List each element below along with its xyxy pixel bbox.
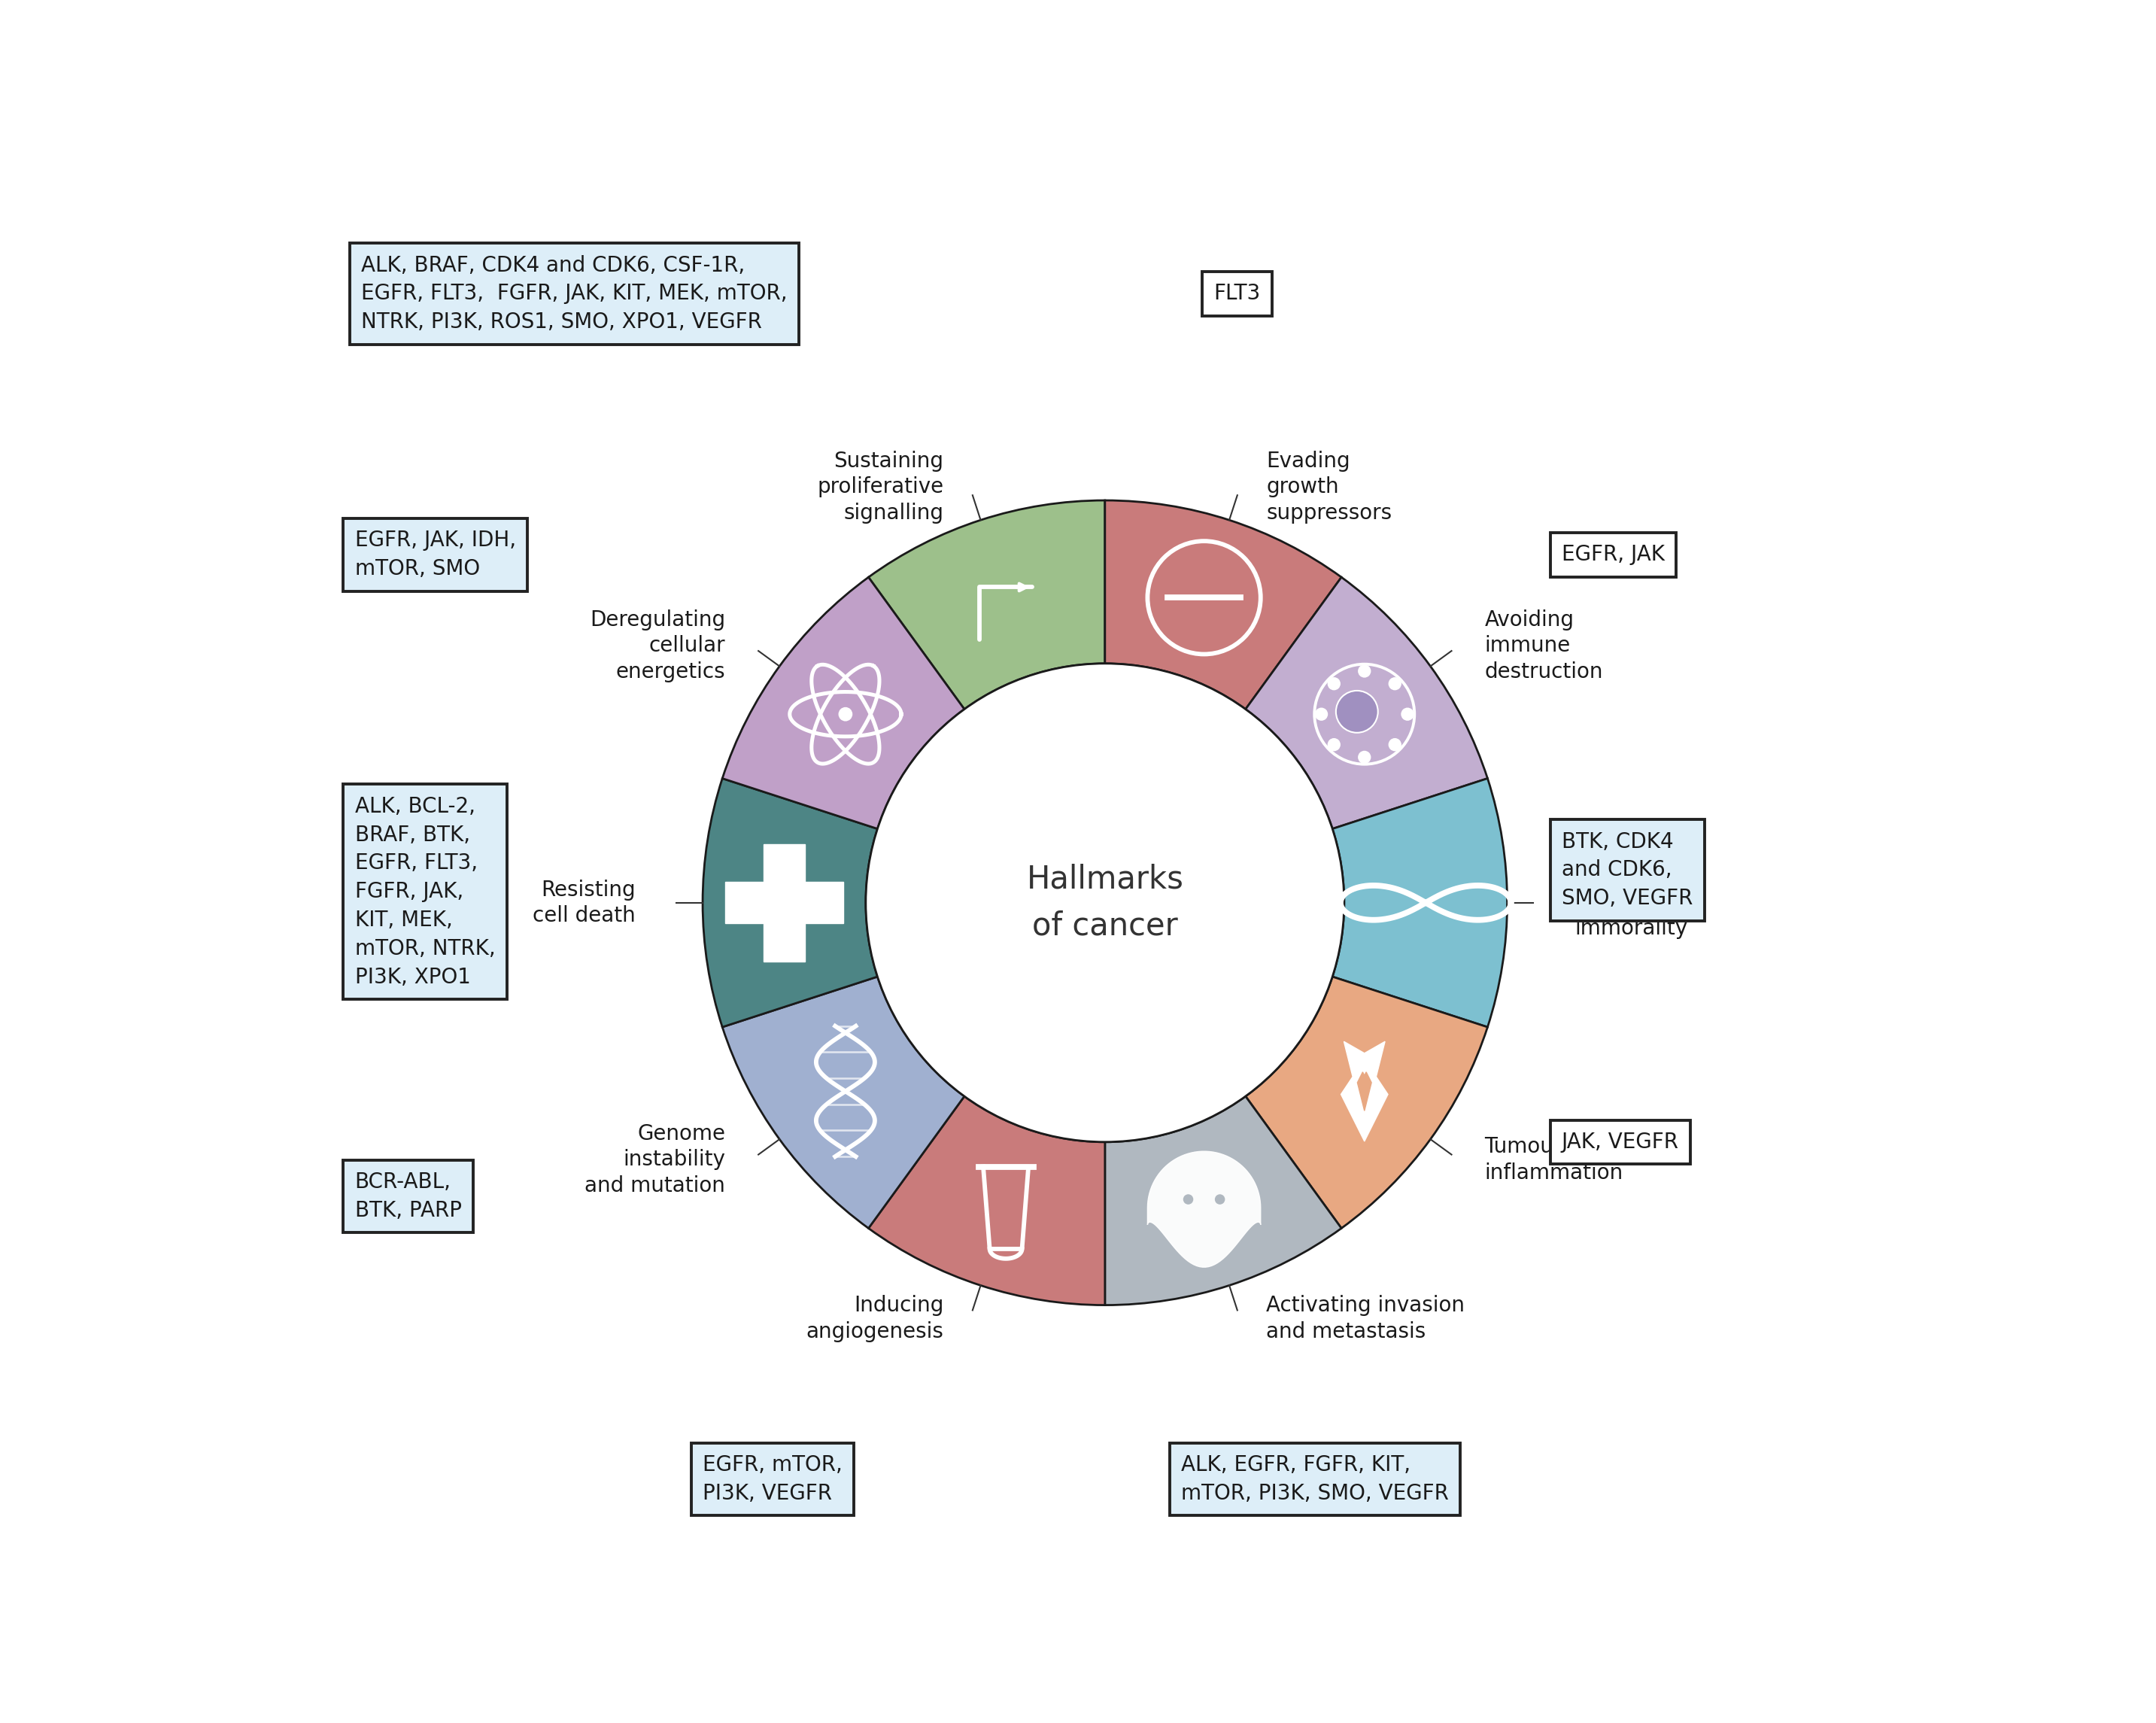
- Text: EGFR, mTOR,
PI3K, VEGFR: EGFR, mTOR, PI3K, VEGFR: [703, 1454, 843, 1504]
- Text: Avoiding
immune
destruction: Avoiding immune destruction: [1485, 610, 1604, 682]
- Text: Evading
growth
suppressors: Evading growth suppressors: [1266, 450, 1393, 524]
- Wedge shape: [1332, 779, 1507, 1027]
- Text: Inducing
angiogenesis: Inducing angiogenesis: [806, 1296, 944, 1342]
- Text: Genome
instability
and mutation: Genome instability and mutation: [584, 1123, 724, 1196]
- Wedge shape: [722, 577, 964, 829]
- Circle shape: [1358, 751, 1371, 763]
- Text: JAK, VEGFR: JAK, VEGFR: [1561, 1132, 1680, 1153]
- Text: Deregulating
cellular
energetics: Deregulating cellular energetics: [591, 610, 724, 682]
- Text: Resisting
cell death: Resisting cell death: [533, 879, 636, 927]
- Wedge shape: [1106, 500, 1341, 710]
- Circle shape: [1337, 691, 1378, 732]
- Text: ALK, BCL-2,
BRAF, BTK,
EGFR, FLT3,
FGFR, JAK,
KIT, MEK,
mTOR, NTRK,
PI3K, XPO1: ALK, BCL-2, BRAF, BTK, EGFR, FLT3, FGFR,…: [356, 796, 496, 987]
- Text: ALK, BRAF, CDK4 and CDK6, CSF-1R,
EGFR, FLT3,  FGFR, JAK, KIT, MEK, mTOR,
NTRK, : ALK, BRAF, CDK4 and CDK6, CSF-1R, EGFR, …: [362, 255, 787, 333]
- Wedge shape: [869, 500, 1106, 710]
- Text: Enabling
replacative
immorality: Enabling replacative immorality: [1574, 867, 1690, 939]
- Circle shape: [1214, 1194, 1225, 1204]
- Text: EGFR, JAK: EGFR, JAK: [1561, 544, 1664, 565]
- Circle shape: [1328, 677, 1341, 691]
- Polygon shape: [763, 844, 804, 961]
- Circle shape: [1315, 708, 1328, 720]
- Wedge shape: [1246, 977, 1488, 1228]
- Polygon shape: [1341, 1041, 1388, 1141]
- Circle shape: [1401, 708, 1414, 720]
- Text: Sustaining
proliferative
signalling: Sustaining proliferative signalling: [817, 450, 944, 524]
- Text: BTK, CDK4
and CDK6,
SMO, VEGFR: BTK, CDK4 and CDK6, SMO, VEGFR: [1561, 830, 1692, 910]
- Polygon shape: [1147, 1151, 1261, 1266]
- Wedge shape: [722, 977, 964, 1228]
- Circle shape: [1184, 1194, 1192, 1204]
- Text: FLT3: FLT3: [1214, 283, 1261, 305]
- Circle shape: [1388, 677, 1401, 691]
- Text: EGFR, JAK, IDH,
mTOR, SMO: EGFR, JAK, IDH, mTOR, SMO: [356, 531, 515, 579]
- Wedge shape: [869, 1096, 1106, 1304]
- Circle shape: [839, 706, 852, 722]
- Text: Tumour-promoting
inflammation: Tumour-promoting inflammation: [1485, 1135, 1677, 1184]
- Text: BCR-ABL,
BTK, PARP: BCR-ABL, BTK, PARP: [356, 1172, 461, 1222]
- Wedge shape: [703, 779, 877, 1027]
- Polygon shape: [724, 882, 843, 924]
- Circle shape: [867, 663, 1343, 1142]
- Circle shape: [1328, 737, 1341, 751]
- Polygon shape: [1358, 1072, 1371, 1111]
- Text: Activating invasion
and metastasis: Activating invasion and metastasis: [1266, 1296, 1464, 1342]
- Circle shape: [1388, 737, 1401, 751]
- Text: ALK, EGFR, FGFR, KIT,
mTOR, PI3K, SMO, VEGFR: ALK, EGFR, FGFR, KIT, mTOR, PI3K, SMO, V…: [1181, 1454, 1449, 1504]
- Circle shape: [1358, 665, 1371, 677]
- Wedge shape: [1106, 1096, 1341, 1304]
- Text: Hallmarks
of cancer: Hallmarks of cancer: [1026, 863, 1184, 942]
- Wedge shape: [1246, 577, 1488, 829]
- Circle shape: [1315, 663, 1414, 765]
